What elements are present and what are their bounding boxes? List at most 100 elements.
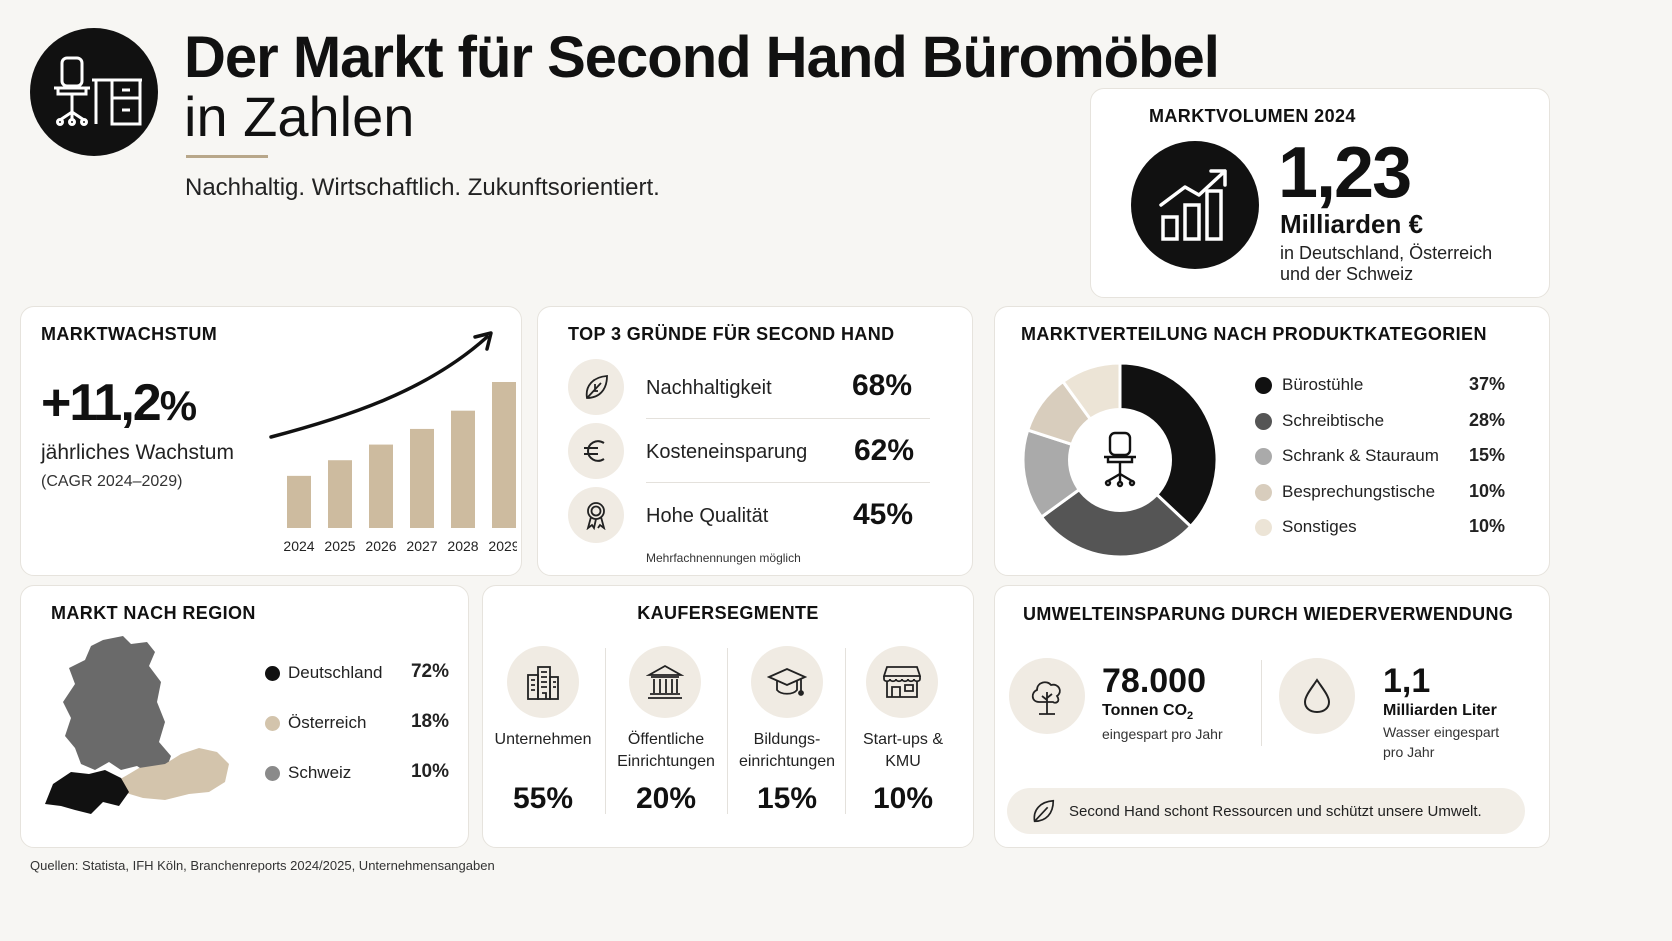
- growth-percent-sign: %: [159, 382, 198, 429]
- storefront-icon: [866, 646, 938, 718]
- water-desc-line1: Wasser eingespart: [1383, 724, 1500, 740]
- growth-card: MARKTWACHSTUM +11,2% jährliches Wachstum…: [20, 306, 522, 576]
- leaf-icon: [1033, 799, 1055, 823]
- volume-desc-line2: und der Schweiz: [1280, 264, 1414, 284]
- region-title: MARKT NACH REGION: [51, 603, 256, 623]
- legend-value: 10%: [1468, 480, 1505, 501]
- water-desc-line2: pro Jahr: [1383, 744, 1435, 760]
- tree-icon: [1009, 658, 1085, 734]
- growth-tick-label: 2026: [365, 538, 396, 554]
- co2-value: 78.000: [1102, 662, 1206, 700]
- growth-trend-arrow: [269, 335, 489, 439]
- environment-title: UMWELTEINSPARUNG DURCH WIEDERVERWENDUNG: [1023, 604, 1514, 624]
- reason-divider: [646, 482, 930, 483]
- buyers-divider: [727, 648, 728, 814]
- region-card: MARKT NACH REGION Deutschland 72% Österrei…: [20, 585, 469, 848]
- growth-value: +11,2%: [41, 373, 197, 433]
- category-legend-item: Schreibtische 28%: [1255, 409, 1505, 445]
- region-map: [45, 636, 229, 814]
- co2-unit: Tonnen CO2: [1102, 702, 1193, 722]
- environment-banner: Second Hand schont Ressourcen und schütz…: [1007, 788, 1525, 834]
- growth-bar-chart: 2024 2025 2026 2027 2028 2029: [269, 331, 517, 554]
- office-chair-icon: [1104, 431, 1136, 488]
- legend-label: Österreich: [288, 713, 367, 732]
- growth-bar: [492, 382, 516, 528]
- buyers-divider: [605, 648, 606, 814]
- legend-value: 10%: [1468, 516, 1505, 536]
- buyer-label-line2: KMU: [885, 753, 921, 770]
- legend-dot: [265, 716, 280, 731]
- buyer-label: Öffentliche Einrichtungen: [607, 729, 725, 773]
- office-desk-chair-icon: [54, 56, 142, 126]
- volume-value: 1,23: [1278, 133, 1412, 213]
- growth-chart-icon: [1131, 141, 1259, 269]
- legend-value: 28%: [1468, 409, 1505, 430]
- growth-label: jährliches Wachstum: [41, 441, 234, 464]
- growth-bar: [410, 428, 434, 528]
- legend-dot: [265, 766, 280, 781]
- reasons-title: TOP 3 GRÜNDE FÜR SECOND HAND: [568, 324, 895, 344]
- legend-value: 10%: [410, 761, 449, 782]
- logo-circle: [30, 28, 158, 156]
- buyer-value: 55%: [512, 782, 574, 815]
- legend-dot: [1255, 412, 1272, 430]
- reason-label: Hohe Qualität: [646, 505, 769, 527]
- reasons-card: TOP 3 GRÜNDE FÜR SECOND HAND Nachhaltigk…: [537, 306, 973, 576]
- legend-value: 37%: [1468, 374, 1505, 394]
- buyer-label-line2: Einrichtungen: [617, 753, 715, 770]
- categories-title: MARKTVERTEILUNG NACH PRODUKTKATEGORIEN: [1021, 324, 1487, 344]
- growth-bar: [451, 410, 475, 528]
- co2-desc: eingespart pro Jahr: [1102, 726, 1223, 742]
- buyer-label-line1: Öffentliche: [627, 731, 705, 748]
- legend-value: 15%: [1468, 445, 1505, 465]
- category-legend-item: Besprechungstische 10%: [1255, 480, 1505, 516]
- region-legend: Deutschland 72% Österreich 18% Schweiz 10%: [265, 661, 455, 812]
- buyer-value: 20%: [635, 782, 697, 815]
- euro-icon: [568, 423, 624, 479]
- buyer-value: 10%: [872, 782, 934, 815]
- buyers-title: KAUFERSEGMENTE: [637, 603, 819, 623]
- buyer-value: 15%: [756, 782, 818, 815]
- co2-unit-sub: 2: [1187, 710, 1194, 723]
- category-legend-item: Bürostühle 37%: [1255, 373, 1505, 409]
- legend-value: 72%: [410, 661, 449, 682]
- categories-card: MARKTVERTEILUNG NACH PRODUKTKATEGORIEN B…: [994, 306, 1550, 576]
- volume-card: MARKTVOLUMEN 2024 1,23 Milliarden € in D…: [1090, 88, 1550, 298]
- office-building-icon: [507, 646, 579, 718]
- buyer-label: Unternehmen: [485, 729, 601, 751]
- legend-label: Schweiz: [288, 763, 352, 782]
- buyer-label-line1: Start-ups &: [862, 731, 944, 748]
- reasons-note: Mehrfachnennungen möglich: [646, 551, 801, 565]
- category-legend-item: Sonstiges 10%: [1255, 515, 1505, 551]
- legend-label: Deutschland: [288, 663, 383, 682]
- reason-value: 45%: [853, 498, 914, 531]
- growth-tick-label: 2028: [447, 538, 478, 554]
- legend-dot: [1255, 483, 1272, 501]
- legend-label: Schreibtische: [1282, 410, 1385, 430]
- growth-sublabel: (CAGR 2024–2029): [41, 473, 183, 490]
- quality-badge-icon: [568, 487, 624, 543]
- environment-banner-text: Second Hand schont Ressourcen und schütz…: [1069, 802, 1482, 820]
- environment-divider: [1261, 660, 1262, 746]
- water-drop-icon: [1279, 658, 1355, 734]
- legend-value: 18%: [410, 711, 449, 732]
- buyers-divider: [845, 648, 846, 814]
- reason-label: Kosteneinsparung: [646, 441, 808, 463]
- growth-bar: [287, 475, 311, 528]
- buyer-label-line1: Bildungs-: [753, 731, 821, 748]
- volume-unit: Milliarden €: [1280, 209, 1424, 239]
- map-switzerland: [45, 770, 129, 814]
- growth-bar: [328, 460, 352, 528]
- growth-bar: [369, 444, 393, 528]
- volume-title: MARKTVOLUMEN 2024: [1149, 106, 1356, 126]
- reason-label: Nachhaltigkeit: [646, 377, 772, 399]
- region-legend-item: Deutschland 72%: [265, 661, 455, 712]
- growth-tick-label: 2029: [488, 538, 517, 554]
- buyers-card: KAUFERSEGMENTE Unternehmen 55% Öffentlic…: [482, 585, 974, 848]
- legend-label: Bürostühle: [1282, 375, 1364, 394]
- region-legend-item: Schweiz 10%: [265, 761, 455, 812]
- legend-dot: [1255, 377, 1272, 394]
- water-unit: Milliarden Liter: [1383, 702, 1497, 719]
- graduation-cap-icon: [751, 646, 823, 718]
- tagline: Nachhaltig. Wirtschaftlich. Zukunftsorie…: [185, 174, 660, 201]
